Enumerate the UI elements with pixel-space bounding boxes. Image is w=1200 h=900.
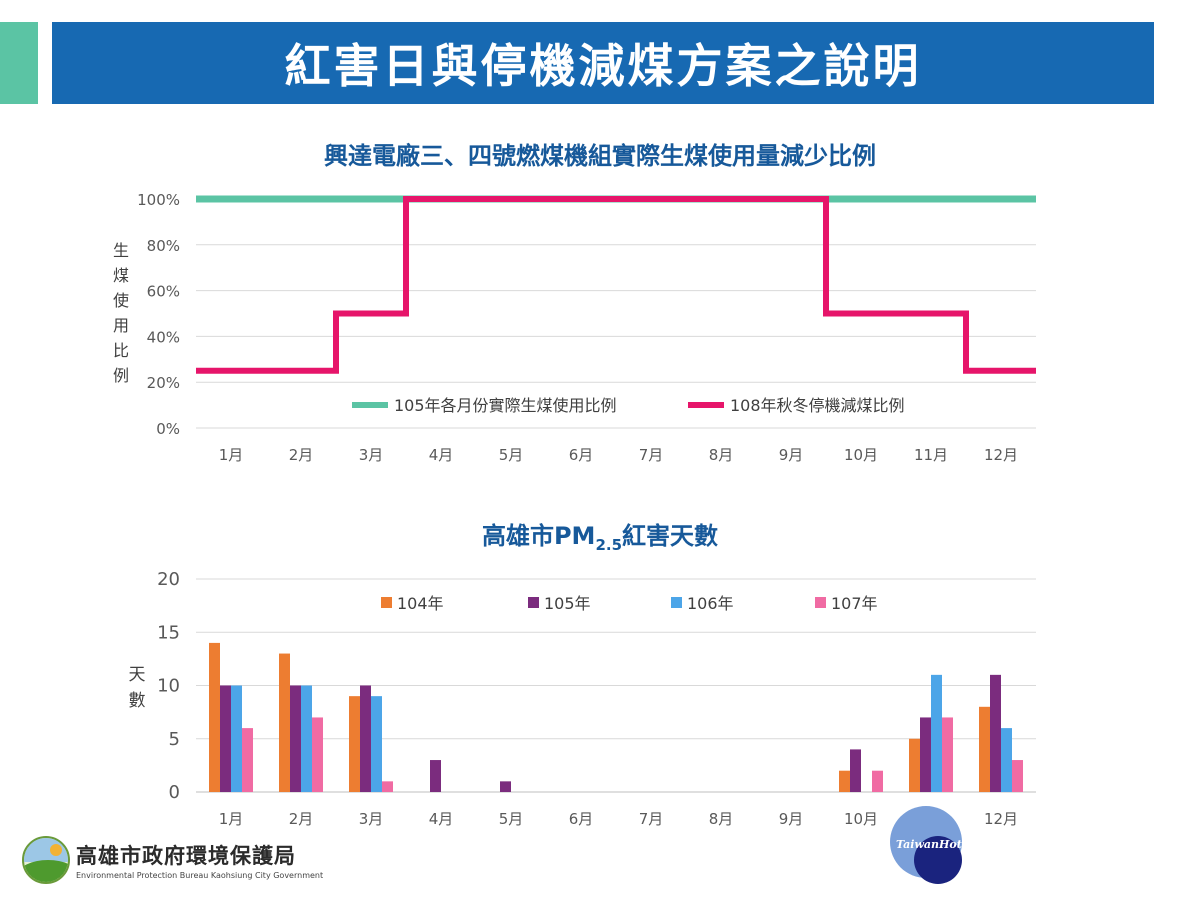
y-axis-label-char: 使	[113, 291, 129, 310]
bar-105年-5月	[500, 781, 511, 792]
x-tick-label: 6月	[569, 446, 594, 464]
x-tick-label: 10月	[844, 810, 878, 828]
bar-105年-3月	[360, 685, 371, 792]
chart2-title-tail: 紅害天數	[622, 522, 719, 550]
x-tick-label: 10月	[844, 446, 878, 464]
x-tick-label: 12月	[984, 810, 1018, 828]
bar-107年-2月	[312, 717, 323, 792]
logo-en: Environmental Protection Bureau Kaohsiun…	[76, 871, 324, 880]
legend-swatch	[815, 597, 826, 608]
y-axis-label-char: 用	[113, 316, 129, 335]
x-tick-label: 8月	[709, 810, 734, 828]
legend-swatch	[528, 597, 539, 608]
slide-title: 紅害日與停機減煤方案之說明	[284, 39, 922, 93]
legend-label: 105年	[544, 594, 591, 613]
bar-106年-1月	[231, 685, 242, 792]
x-tick-label: 4月	[429, 446, 454, 464]
x-tick-label: 6月	[569, 810, 594, 828]
bar-105年-1月	[220, 685, 231, 792]
bar-106年-2月	[301, 685, 312, 792]
x-tick-label: 9月	[779, 810, 804, 828]
bar-104年-11月	[909, 738, 920, 792]
watermark-text: TaiwanHot	[896, 838, 962, 851]
legend-label: 107年	[831, 594, 878, 613]
title-banner: 紅害日與停機減煤方案之說明	[52, 22, 1154, 104]
y-axis-label-char: 生	[113, 241, 129, 260]
legend-label: 104年	[397, 594, 444, 613]
bar-107年-3月	[382, 781, 393, 792]
bar-106年-11月	[931, 674, 942, 792]
legend-label: 106年	[687, 594, 734, 613]
x-tick-label: 8月	[709, 446, 734, 464]
bar-107年-12月	[1012, 760, 1023, 792]
x-tick-label: 4月	[429, 810, 454, 828]
y-tick-label: 0	[169, 782, 180, 803]
y-tick-label: 20%	[147, 374, 180, 392]
taiwanhot-watermark: TaiwanHot	[890, 806, 970, 886]
x-tick-label: 1月	[219, 810, 244, 828]
epb-emblem-icon	[22, 836, 70, 884]
bar-104年-2月	[279, 653, 290, 792]
y-axis-label-char: 例	[113, 366, 129, 385]
x-tick-label: 2月	[289, 810, 314, 828]
y-tick-label: 10	[157, 676, 180, 697]
bar-107年-1月	[242, 728, 253, 792]
x-tick-label: 5月	[499, 446, 524, 464]
y-axis-label-char: 數	[129, 691, 146, 711]
x-tick-label: 1月	[219, 446, 244, 464]
series-line-2	[196, 196, 1036, 374]
accent-bar	[0, 22, 38, 104]
bar-105年-11月	[920, 717, 931, 792]
bar-106年-3月	[371, 696, 382, 792]
y-tick-label: 20	[157, 569, 180, 590]
x-tick-label: 2月	[289, 446, 314, 464]
y-tick-label: 40%	[147, 328, 180, 346]
bar-107年-11月	[942, 717, 953, 792]
epb-logo: 高雄市政府環境保護局 Environmental Protection Bure…	[22, 836, 323, 884]
x-tick-label: 3月	[359, 446, 384, 464]
bar-105年-4月	[430, 760, 441, 792]
bar-104年-1月	[209, 642, 220, 792]
y-tick-label: 15	[157, 622, 180, 643]
bar-105年-12月	[990, 674, 1001, 792]
y-axis-label-char: 煤	[113, 266, 129, 285]
chart2-title-sub: 2.5	[595, 535, 623, 554]
logo-zh: 高雄市政府環境保護局	[76, 844, 296, 868]
bar-104年-12月	[979, 706, 990, 792]
chart2-title: 高雄市PM2.5紅害天數	[0, 516, 1200, 554]
y-tick-label: 5	[169, 729, 180, 750]
legend-label: 108年秋冬停機減煤比例	[730, 396, 905, 415]
bar-105年-2月	[290, 685, 301, 792]
x-tick-label: 7月	[639, 810, 664, 828]
x-tick-label: 11月	[914, 446, 948, 464]
chart2-title-main: 高雄市PM	[481, 522, 596, 550]
x-tick-label: 12月	[984, 446, 1018, 464]
x-tick-label: 5月	[499, 810, 524, 828]
y-tick-label: 80%	[147, 237, 180, 255]
bar-104年-10月	[839, 770, 850, 792]
bar-104年-3月	[349, 696, 360, 792]
y-tick-label: 60%	[147, 283, 180, 301]
chart1-title: 興達電廠三、四號燃煤機組實際生煤使用量減少比例	[324, 142, 876, 170]
bar-106年-12月	[1001, 728, 1012, 792]
legend-swatch	[381, 597, 392, 608]
x-tick-label: 3月	[359, 810, 384, 828]
bar-107年-10月	[872, 770, 883, 792]
y-tick-label: 100%	[137, 191, 180, 209]
x-tick-label: 9月	[779, 446, 804, 464]
y-tick-label: 0%	[156, 420, 180, 438]
legend-label: 105年各月份實際生煤使用比例	[394, 396, 617, 415]
x-tick-label: 7月	[639, 446, 664, 464]
bar-105年-10月	[850, 749, 861, 792]
y-axis-label-char: 比	[113, 341, 129, 360]
legend-swatch	[671, 597, 682, 608]
y-axis-label-char: 天	[129, 665, 146, 685]
